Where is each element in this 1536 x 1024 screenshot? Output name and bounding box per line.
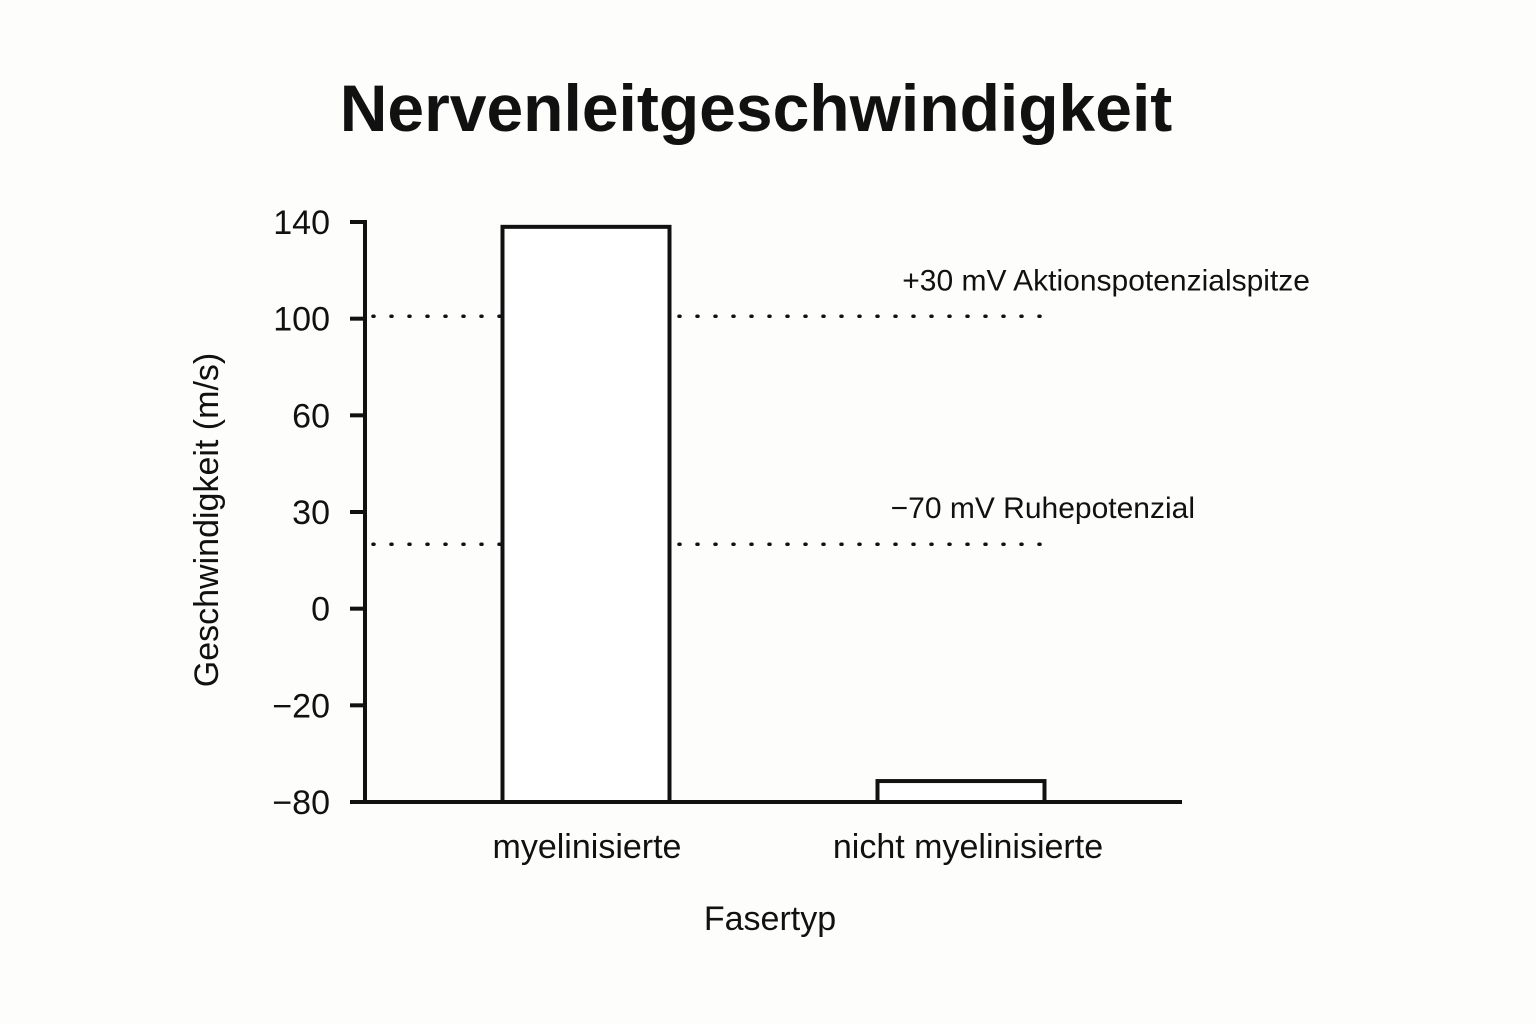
- y-tick-label: 30: [292, 494, 330, 532]
- y-tick-label: 0: [311, 591, 330, 629]
- y-axis-label: Geschwindigkeit (m/s): [188, 353, 226, 687]
- x-category-label: myelinisierte: [493, 828, 682, 866]
- y-ticks: 140 100 60 30 0 −20 −80: [272, 204, 365, 822]
- y-tick-label: 60: [292, 397, 330, 435]
- y-tick-label: 140: [273, 204, 330, 242]
- x-categories: myelinisierte nicht myelinisierte: [493, 828, 1104, 866]
- reference-labels: +30 mV Aktionspotenzialspitze −70 mV Ruhe…: [891, 264, 1310, 525]
- reference-line-label: −70 mV Ruhepotenzial: [891, 492, 1195, 525]
- x-category-label: nicht myelinisierte: [833, 828, 1103, 866]
- x-axis-label: Fasertyp: [704, 900, 836, 938]
- bars: [500, 224, 1047, 805]
- bar: [500, 224, 672, 805]
- bar: [875, 779, 1047, 804]
- chart-title: Nervenleitgeschwindigkeit: [340, 71, 1173, 145]
- y-tick-label: −80: [272, 784, 330, 822]
- y-tick-label: 100: [273, 301, 330, 339]
- reference-line-label: +30 mV Aktionspotenzialspitze: [902, 264, 1310, 297]
- y-tick-label: −20: [272, 687, 330, 725]
